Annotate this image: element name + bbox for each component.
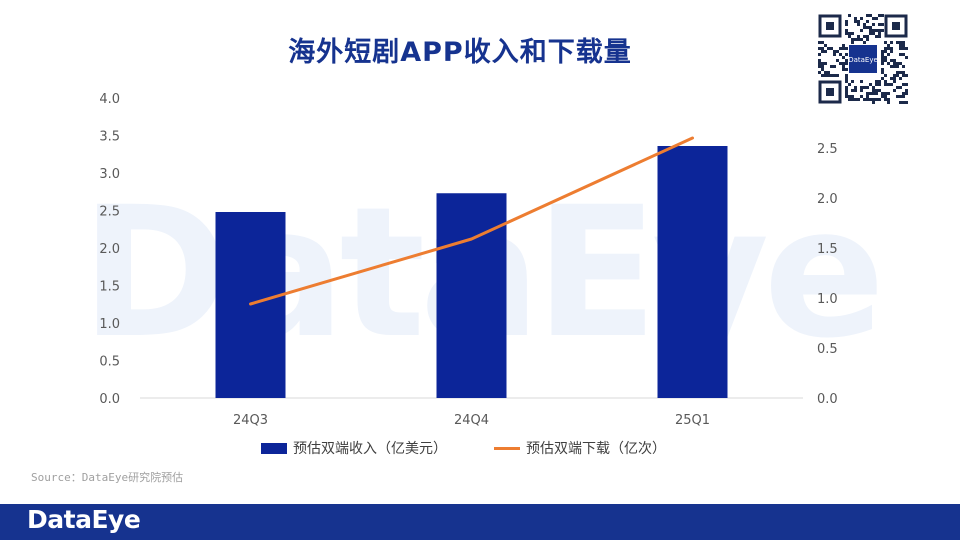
y-right-tick-label: 0.5 — [817, 342, 838, 357]
combo-chart: DataEye 0.00.51.01.52.02.53.03.54.0 0.00… — [81, 92, 886, 428]
legend-swatch-bar — [261, 442, 287, 454]
legend-swatch-line — [494, 446, 520, 450]
qr-code: DataEye — [818, 14, 908, 104]
y-left-tick-label: 1.0 — [99, 317, 120, 332]
legend-label-downloads: 预估双端下载（亿次） — [526, 441, 666, 457]
x-tick-label: 25Q1 — [675, 413, 710, 428]
y-right-tick-label: 1.5 — [817, 242, 838, 257]
y-right-tick-label: 0.0 — [817, 392, 838, 407]
legend-item-revenue: 预估双端收入（亿美元） — [261, 438, 447, 458]
y-left-tick-label: 0.0 — [99, 392, 120, 407]
qr-center-logo: DataEye — [848, 56, 878, 64]
chart-title: 海外短剧APP收入和下载量 — [288, 37, 632, 68]
x-tick-label: 24Q3 — [233, 413, 268, 428]
legend: 预估双端收入（亿美元） 预估双端下载（亿次） — [0, 438, 960, 462]
y-left-tick-label: 4.0 — [99, 92, 120, 107]
y-left-tick-label: 3.5 — [99, 130, 120, 145]
revenue-bar-24q4 — [436, 193, 507, 398]
footer-logo: DataEye — [27, 505, 141, 534]
x-tick-label: 24Q4 — [454, 413, 489, 428]
y-right-tick-label: 1.0 — [817, 292, 838, 307]
legend-item-downloads: 预估双端下载（亿次） — [494, 438, 666, 458]
y-left-tick-label: 1.5 — [99, 280, 120, 295]
y-left-tick-label: 3.0 — [99, 167, 120, 182]
y-right-tick-label: 2.5 — [817, 142, 838, 157]
download-series-line — [249, 136, 694, 306]
y-left-tick-label: 0.5 — [99, 355, 120, 370]
y-left-tick-label: 2.5 — [99, 205, 120, 220]
legend-label-revenue: 预估双端收入（亿美元） — [293, 441, 447, 457]
footer-bar — [0, 504, 960, 540]
revenue-bar-25q1 — [657, 146, 728, 398]
y-right-tick-label: 2.0 — [817, 192, 838, 207]
y-left-tick-label: 2.0 — [99, 242, 120, 257]
source-note: Source：DataEye研究院预估 — [31, 471, 184, 484]
